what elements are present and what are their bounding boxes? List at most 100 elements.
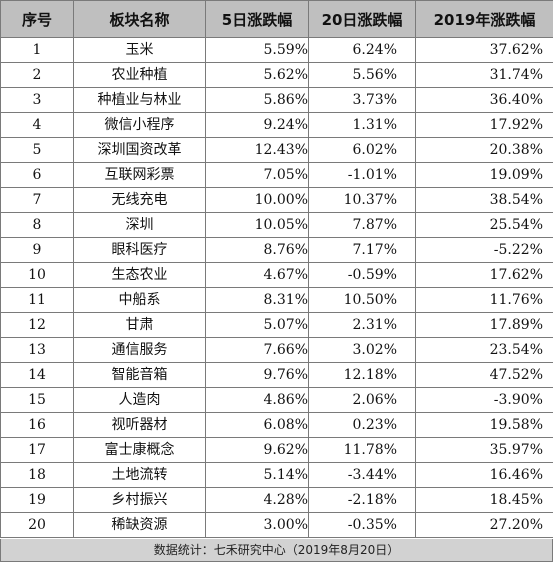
cell-index: 2 [0,62,74,88]
table-row: 9 眼科医疗 8.76% 7.17% -5.22% [0,237,553,263]
cell-2019-change: 47.52% [415,362,553,388]
table-header: 序号 板块名称 5日涨跌幅 20日涨跌幅 2019年涨跌幅 [0,0,553,38]
cell-index: 13 [0,337,74,363]
cell-20day-change: 2.31% [308,312,416,338]
cell-2019-change: 36.40% [415,87,553,113]
cell-20day-change: 1.31% [308,112,416,138]
cell-20day-change: 6.02% [308,137,416,163]
cell-2019-change: 18.45% [415,487,553,513]
cell-index: 10 [0,262,74,288]
cell-index: 16 [0,412,74,438]
cell-index: 17 [0,437,74,463]
cell-sector-name: 中船系 [73,287,206,313]
table-row: 7 无线充电 10.00% 10.37% 38.54% [0,187,553,213]
cell-2019-change: 31.74% [415,62,553,88]
cell-5day-change: 5.07% [205,312,309,338]
table-row: 14 智能音箱 9.76% 12.18% 47.52% [0,362,553,388]
cell-2019-change: 25.54% [415,212,553,238]
table-row: 20 稀缺资源 3.00% -0.35% 27.20% [0,512,553,538]
cell-index: 15 [0,387,74,413]
cell-sector-name: 无线充电 [73,187,206,213]
cell-index: 4 [0,112,74,138]
cell-5day-change: 5.14% [205,462,309,488]
cell-20day-change: -2.18% [308,487,416,513]
cell-index: 19 [0,487,74,513]
table-row: 4 微信小程序 9.24% 1.31% 17.92% [0,112,553,138]
cell-sector-name: 农业种植 [73,62,206,88]
table-row: 10 生态农业 4.67% -0.59% 17.62% [0,262,553,288]
cell-20day-change: 11.78% [308,437,416,463]
cell-20day-change: -1.01% [308,162,416,188]
table-row: 1 玉米 5.59% 6.24% 37.62% [0,37,553,63]
table-row: 12 甘肃 5.07% 2.31% 17.89% [0,312,553,338]
header-sector-name: 板块名称 [73,0,206,38]
cell-2019-change: 17.62% [415,262,553,288]
cell-2019-change: 35.97% [415,437,553,463]
cell-2019-change: -3.90% [415,387,553,413]
cell-2019-change: 37.62% [415,37,553,63]
cell-20day-change: 7.17% [308,237,416,263]
cell-5day-change: 5.59% [205,37,309,63]
cell-2019-change: 38.54% [415,187,553,213]
cell-5day-change: 3.00% [205,512,309,538]
table-row: 17 富士康概念 9.62% 11.78% 35.97% [0,437,553,463]
cell-20day-change: 5.56% [308,62,416,88]
cell-index: 1 [0,37,74,63]
cell-index: 11 [0,287,74,313]
cell-5day-change: 7.66% [205,337,309,363]
cell-sector-name: 深圳国资改革 [73,137,206,163]
table-row: 6 互联网彩票 7.05% -1.01% 19.09% [0,162,553,188]
cell-5day-change: 9.76% [205,362,309,388]
cell-2019-change: 11.76% [415,287,553,313]
cell-2019-change: 17.92% [415,112,553,138]
cell-2019-change: 27.20% [415,512,553,538]
cell-index: 9 [0,237,74,263]
cell-index: 18 [0,462,74,488]
cell-sector-name: 种植业与林业 [73,87,206,113]
cell-20day-change: -0.59% [308,262,416,288]
cell-2019-change: 17.89% [415,312,553,338]
cell-5day-change: 8.31% [205,287,309,313]
cell-sector-name: 稀缺资源 [73,512,206,538]
data-source-footer: 数据统计：七禾研究中心（2019年8月20日） [0,539,553,562]
cell-5day-change: 6.08% [205,412,309,438]
cell-sector-name: 生态农业 [73,262,206,288]
cell-5day-change: 4.28% [205,487,309,513]
cell-sector-name: 智能音箱 [73,362,206,388]
cell-2019-change: 19.58% [415,412,553,438]
cell-20day-change: 12.18% [308,362,416,388]
cell-20day-change: 3.73% [308,87,416,113]
cell-20day-change: 3.02% [308,337,416,363]
cell-sector-name: 土地流转 [73,462,206,488]
header-row: 序号 板块名称 5日涨跌幅 20日涨跌幅 2019年涨跌幅 [0,0,553,38]
table-row: 2 农业种植 5.62% 5.56% 31.74% [0,62,553,88]
header-20day-change: 20日涨跌幅 [308,0,416,38]
header-index: 序号 [0,0,74,38]
cell-index: 3 [0,87,74,113]
cell-5day-change: 4.67% [205,262,309,288]
cell-sector-name: 微信小程序 [73,112,206,138]
cell-20day-change: -3.44% [308,462,416,488]
table-row: 15 人造肉 4.86% 2.06% -3.90% [0,387,553,413]
cell-index: 8 [0,212,74,238]
cell-2019-change: 23.54% [415,337,553,363]
cell-5day-change: 8.76% [205,237,309,263]
cell-5day-change: 9.24% [205,112,309,138]
cell-5day-change: 12.43% [205,137,309,163]
cell-sector-name: 通信服务 [73,337,206,363]
table-row: 5 深圳国资改革 12.43% 6.02% 20.38% [0,137,553,163]
table-row: 13 通信服务 7.66% 3.02% 23.54% [0,337,553,363]
cell-sector-name: 深圳 [73,212,206,238]
table-row: 11 中船系 8.31% 10.50% 11.76% [0,287,553,313]
table-row: 8 深圳 10.05% 7.87% 25.54% [0,212,553,238]
cell-index: 12 [0,312,74,338]
cell-sector-name: 甘肃 [73,312,206,338]
header-2019-change: 2019年涨跌幅 [415,0,553,38]
cell-20day-change: 0.23% [308,412,416,438]
cell-2019-change: 16.46% [415,462,553,488]
table-row: 19 乡村振兴 4.28% -2.18% 18.45% [0,487,553,513]
cell-sector-name: 人造肉 [73,387,206,413]
cell-20day-change: 7.87% [308,212,416,238]
cell-index: 5 [0,137,74,163]
cell-sector-name: 互联网彩票 [73,162,206,188]
